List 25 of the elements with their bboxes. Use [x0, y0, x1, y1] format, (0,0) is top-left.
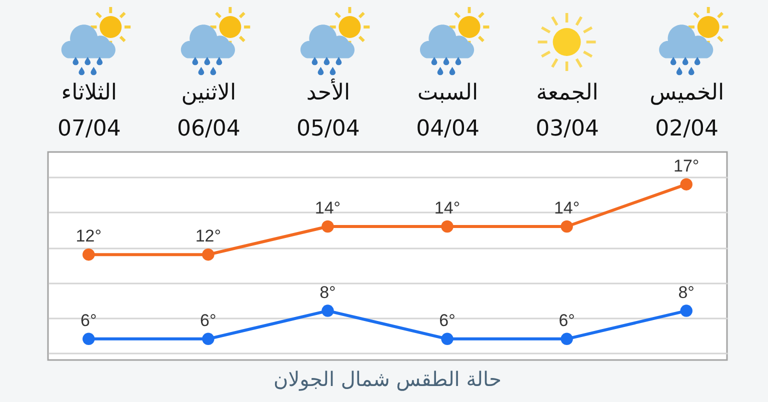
point	[322, 304, 334, 317]
data-label: 6°	[200, 310, 216, 330]
point	[680, 178, 692, 190]
point	[680, 304, 692, 317]
data-label: 8°	[320, 282, 336, 302]
point	[322, 220, 334, 233]
data-label: 12°	[76, 226, 102, 246]
point	[202, 332, 214, 346]
point	[82, 332, 95, 346]
data-label: 14°	[434, 198, 460, 218]
point	[560, 220, 573, 233]
data-label: 17°	[673, 156, 700, 176]
point	[441, 332, 454, 346]
point	[441, 220, 454, 233]
data-label: 14°	[554, 198, 580, 218]
data-label: 12°	[195, 226, 222, 246]
data-label: 6°	[80, 310, 97, 330]
point	[202, 248, 214, 261]
data-label: 6°	[558, 310, 575, 330]
point	[560, 332, 573, 346]
data-label: 8°	[678, 282, 694, 302]
data-label: 6°	[439, 310, 456, 330]
data-label: 14°	[314, 198, 341, 218]
text: حالة الطقس شمال الجولان	[274, 367, 502, 391]
point	[82, 248, 95, 261]
